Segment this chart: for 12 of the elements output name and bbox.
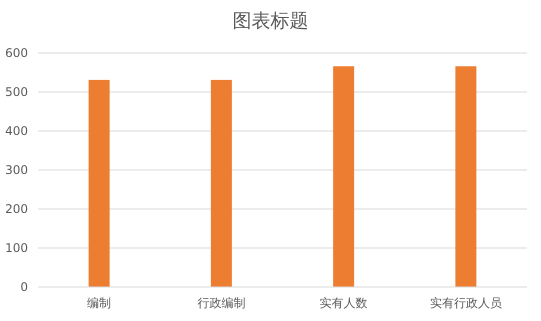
y-tick-label: 500 bbox=[5, 85, 28, 99]
y-tick-label: 600 bbox=[5, 46, 28, 60]
x-tick-label: 编制 bbox=[87, 296, 112, 310]
x-tick-label: 实有人数 bbox=[320, 296, 368, 310]
x-tick-label: 行政编制 bbox=[197, 296, 246, 310]
y-tick-label: 100 bbox=[5, 241, 28, 255]
x-tick-label: 实有行政人员 bbox=[430, 296, 502, 310]
y-tick-label: 0 bbox=[20, 280, 28, 294]
chart-title: 图表标题 bbox=[232, 10, 308, 32]
y-tick-label: 200 bbox=[5, 202, 28, 216]
y-tick-label: 400 bbox=[5, 124, 28, 138]
y-tick-label: 300 bbox=[5, 163, 28, 177]
